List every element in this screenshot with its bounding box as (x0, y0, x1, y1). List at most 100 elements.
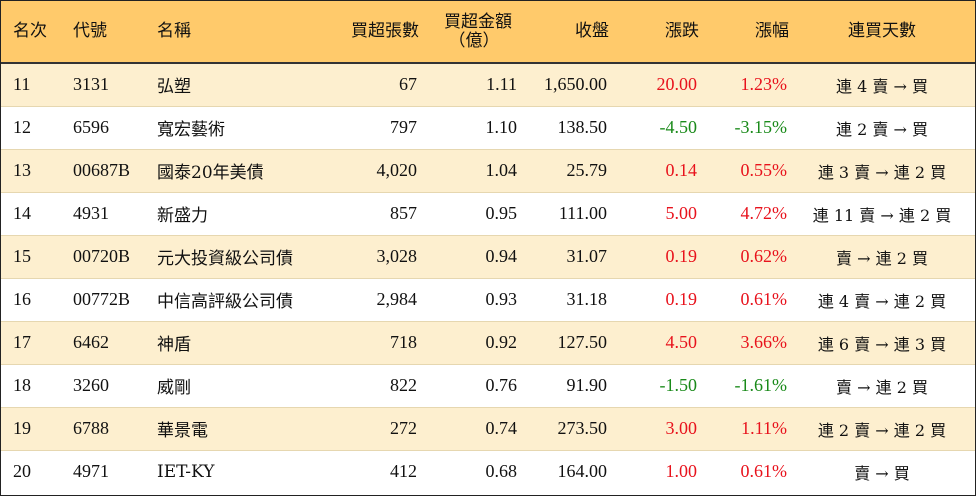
cell-rank: 19 (1, 407, 73, 451)
cell-close: 164.00 (519, 450, 609, 493)
cell-change-pct: -1.61% (699, 364, 789, 408)
header-name[interactable]: 名稱 (157, 1, 327, 64)
cell-change: 0.19 (609, 278, 699, 322)
cell-name: 新盛力 (157, 192, 327, 236)
cell-streak: 連 2 賣 → 連 2 買 (789, 407, 975, 451)
cell-streak: 連 3 賣 → 連 2 買 (789, 149, 975, 193)
header-change-pct[interactable]: 漲幅 (699, 1, 789, 64)
cell-code: 4971 (73, 450, 157, 493)
cell-code: 3260 (73, 364, 157, 408)
cell-close: 25.79 (519, 149, 609, 193)
cell-rank: 11 (1, 63, 73, 107)
table-row[interactable]: 12 6596 寬宏藝術 797 1.10 138.50 -4.50 -3.15% 連 2 賣 … (1, 106, 975, 150)
cell-rank: 20 (1, 450, 73, 493)
header-rank[interactable]: 名次 (1, 1, 73, 64)
table-body: 11 3131 弘塑 67 1.11 1,650.00 20.00 1.23% 連 4 賣 → … (1, 63, 975, 493)
table-row[interactable]: 11 3131 弘塑 67 1.11 1,650.00 20.00 1.23% 連 4 賣 → … (1, 63, 975, 107)
cell-name: IET-KY (157, 450, 327, 493)
cell-change: 0.14 (609, 149, 699, 193)
cell-name: 國泰20年美債 (157, 149, 327, 193)
table-row[interactable]: 20 4971 IET-KY 412 0.68 164.00 1.00 0.61% 賣 → 買 (1, 450, 975, 493)
cell-change-pct: 3.66% (699, 321, 789, 365)
cell-close: 273.50 (519, 407, 609, 451)
cell-net-buy-volume: 67 (327, 63, 419, 107)
cell-change-pct: 4.72% (699, 192, 789, 236)
cell-streak: 連 11 賣 → 連 2 買 (789, 192, 975, 236)
cell-close: 91.90 (519, 364, 609, 408)
header-streak[interactable]: 連買天數 (789, 1, 975, 64)
cell-net-buy-amount: 1.11 (419, 63, 519, 107)
cell-code: 6596 (73, 106, 157, 150)
cell-net-buy-amount: 0.74 (419, 407, 519, 451)
cell-code: 3131 (73, 63, 157, 107)
table-row[interactable]: 13 00687B 國泰20年美債 4,020 1.04 25.79 0.14 0.55% 連 … (1, 149, 975, 193)
table-row[interactable]: 14 4931 新盛力 857 0.95 111.00 5.00 4.72% 連 11 賣 → … (1, 192, 975, 236)
cell-net-buy-amount: 1.10 (419, 106, 519, 150)
cell-change-pct: 0.62% (699, 235, 789, 279)
cell-close: 1,650.00 (519, 63, 609, 107)
cell-net-buy-volume: 3,028 (327, 235, 419, 279)
cell-code: 6788 (73, 407, 157, 451)
cell-rank: 18 (1, 364, 73, 408)
header-change[interactable]: 漲跌 (609, 1, 699, 64)
cell-streak: 賣 → 連 2 買 (789, 364, 975, 408)
cell-name: 威剛 (157, 364, 327, 408)
cell-net-buy-volume: 797 (327, 106, 419, 150)
cell-rank: 13 (1, 149, 73, 193)
cell-net-buy-amount: 0.68 (419, 450, 519, 493)
cell-net-buy-volume: 2,984 (327, 278, 419, 322)
cell-rank: 12 (1, 106, 73, 150)
header-net-buy-amount-line2: （億） (448, 30, 500, 51)
cell-change-pct: -3.15% (699, 106, 789, 150)
cell-code: 00687B (73, 149, 157, 193)
cell-code: 00720B (73, 235, 157, 279)
header-net-buy-volume[interactable]: 買超張數 (327, 1, 419, 64)
cell-close: 31.07 (519, 235, 609, 279)
cell-rank: 14 (1, 192, 73, 236)
cell-name: 寬宏藝術 (157, 106, 327, 150)
cell-net-buy-volume: 822 (327, 364, 419, 408)
cell-change-pct: 1.23% (699, 63, 789, 107)
cell-net-buy-amount: 0.94 (419, 235, 519, 279)
cell-code: 4931 (73, 192, 157, 236)
cell-close: 31.18 (519, 278, 609, 322)
cell-streak: 連 6 賣 → 連 3 買 (789, 321, 975, 365)
header-close[interactable]: 收盤 (519, 1, 609, 64)
cell-net-buy-amount: 0.92 (419, 321, 519, 365)
cell-net-buy-amount: 1.04 (419, 149, 519, 193)
table-row[interactable]: 15 00720B 元大投資級公司債 3,028 0.94 31.07 0.19 0.62% 賣… (1, 235, 975, 279)
cell-rank: 15 (1, 235, 73, 279)
cell-streak: 賣 → 買 (789, 450, 975, 493)
cell-net-buy-volume: 857 (327, 192, 419, 236)
cell-close: 127.50 (519, 321, 609, 365)
cell-code: 6462 (73, 321, 157, 365)
cell-streak: 連 2 賣 → 買 (789, 106, 975, 150)
header-net-buy-amount[interactable]: 買超金額 （億） (419, 1, 519, 64)
cell-change: 0.19 (609, 235, 699, 279)
header-code[interactable]: 代號 (73, 1, 157, 64)
cell-change-pct: 1.11% (699, 407, 789, 451)
table-row[interactable]: 16 00772B 中信高評級公司債 2,984 0.93 31.18 0.19 0.61% 連… (1, 278, 975, 322)
cell-change: 5.00 (609, 192, 699, 236)
table-row[interactable]: 19 6788 華景電 272 0.74 273.50 3.00 1.11% 連 2 賣 → 連… (1, 407, 975, 451)
cell-name: 元大投資級公司債 (157, 235, 327, 279)
cell-name: 弘塑 (157, 63, 327, 107)
cell-name: 神盾 (157, 321, 327, 365)
cell-net-buy-volume: 4,020 (327, 149, 419, 193)
cell-rank: 17 (1, 321, 73, 365)
table-row[interactable]: 18 3260 威剛 822 0.76 91.90 -1.50 -1.61% 賣 → 連 2 買 (1, 364, 975, 408)
cell-change-pct: 0.61% (699, 450, 789, 493)
cell-net-buy-volume: 272 (327, 407, 419, 451)
cell-net-buy-amount: 0.93 (419, 278, 519, 322)
table-row[interactable]: 17 6462 神盾 718 0.92 127.50 4.50 3.66% 連 6 賣 → 連 … (1, 321, 975, 365)
cell-streak: 連 4 賣 → 連 2 買 (789, 278, 975, 322)
cell-net-buy-volume: 718 (327, 321, 419, 365)
cell-streak: 賣 → 連 2 買 (789, 235, 975, 279)
cell-change: -1.50 (609, 364, 699, 408)
cell-close: 111.00 (519, 192, 609, 236)
cell-change: 4.50 (609, 321, 699, 365)
cell-name: 華景電 (157, 407, 327, 451)
cell-change: 20.00 (609, 63, 699, 107)
